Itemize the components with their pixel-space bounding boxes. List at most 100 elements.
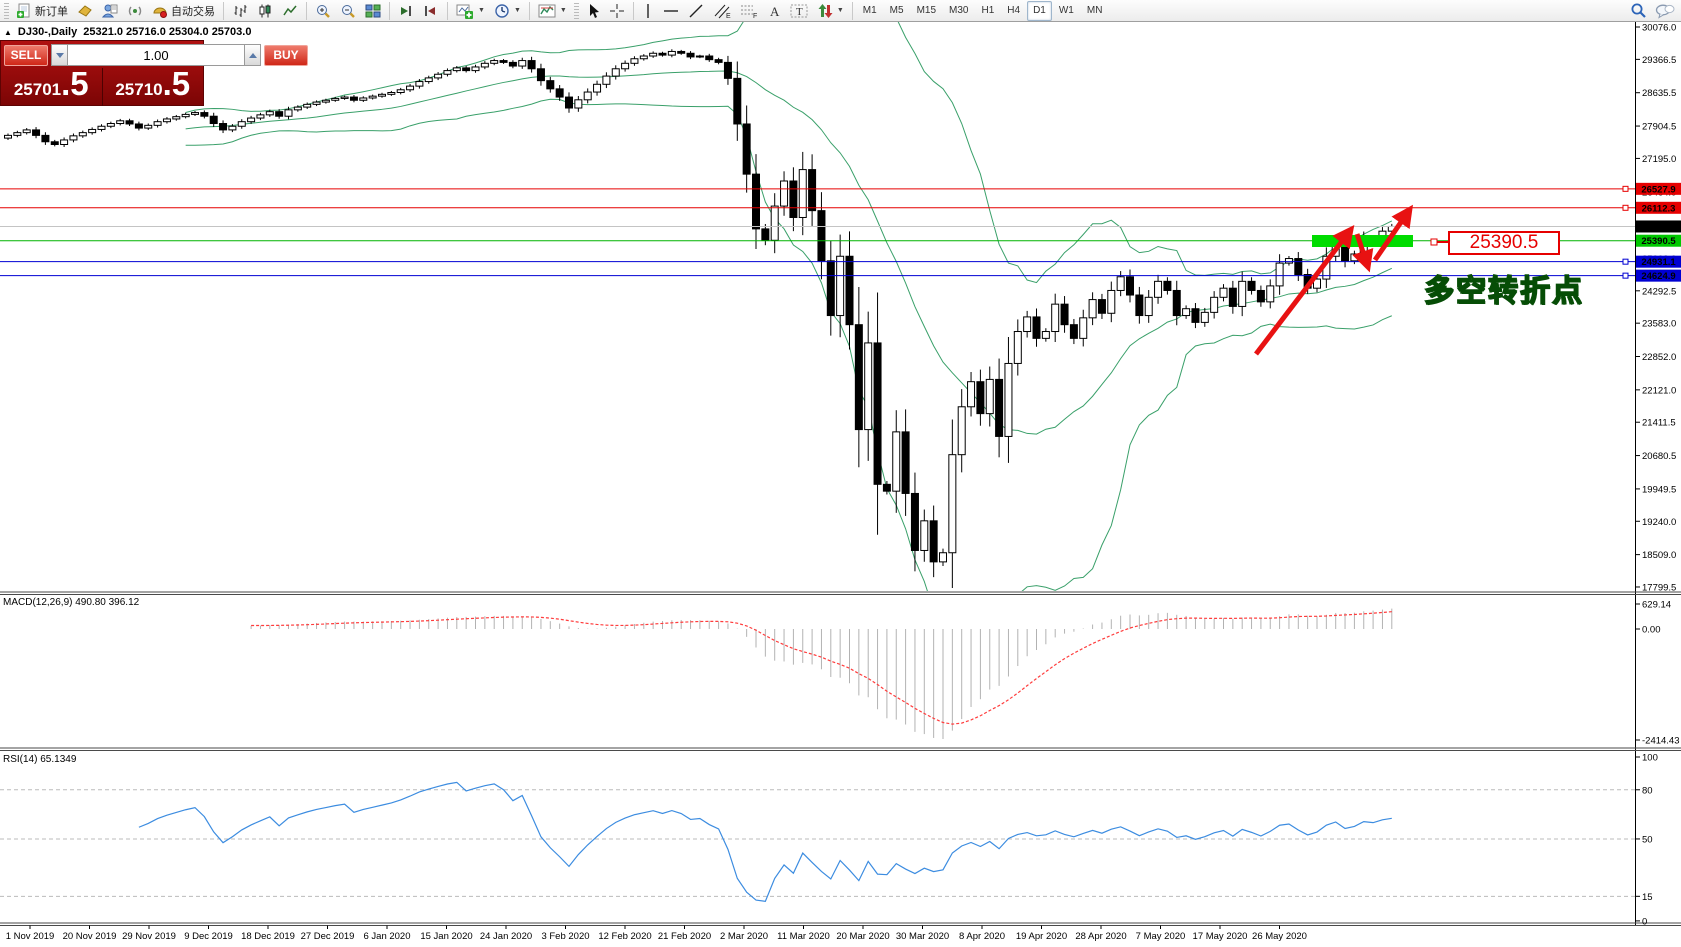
- fibonacci-button[interactable]: F: [736, 1, 762, 21]
- one-click-trading-panel: SELL BUY 25701 .5 25710 .5: [0, 40, 308, 106]
- candle-body: [873, 342, 882, 485]
- volume-increase-button[interactable]: [244, 44, 261, 66]
- candlestick-chart-button[interactable]: [253, 1, 277, 21]
- candle-body: [761, 228, 770, 241]
- line-handle[interactable]: [1622, 272, 1629, 279]
- bar-chart-icon: [234, 4, 247, 17]
- buy-price[interactable]: 25710 .5: [103, 67, 204, 106]
- timeframe-m15-button[interactable]: M15: [911, 1, 942, 21]
- candle-body: [742, 123, 751, 175]
- chart-ohlc-values: 25321.0 25716.0 25304.0 25703.0: [83, 26, 252, 38]
- axis-tick-label: 50: [1642, 834, 1653, 845]
- candle-body: [752, 173, 760, 230]
- candle-body: [555, 88, 564, 98]
- callout-anchor-handle[interactable]: [1430, 238, 1438, 246]
- timeframe-h1-button[interactable]: H1: [975, 1, 1000, 21]
- data-window-icon: [102, 4, 118, 17]
- price-tag-label: 26112.3: [1642, 203, 1676, 214]
- bar-chart-button[interactable]: [228, 1, 252, 21]
- trend-arrow-up[interactable]: [1254, 225, 1355, 356]
- indicators-button[interactable]: ▼: [452, 1, 489, 21]
- pullback-arrow-down[interactable]: [1352, 233, 1374, 273]
- line-handle[interactable]: [1622, 204, 1629, 211]
- chart-shift-button[interactable]: [419, 1, 443, 21]
- price-callout-box[interactable]: 25390.5: [1448, 231, 1560, 255]
- buy-button[interactable]: BUY: [264, 44, 308, 66]
- periods-button[interactable]: ▼: [490, 1, 525, 21]
- sell-button[interactable]: SELL: [4, 44, 48, 66]
- axis-tick-label: -2414.43: [1642, 736, 1680, 747]
- line-chart-button[interactable]: [278, 1, 302, 21]
- timeframe-mn-button[interactable]: MN: [1081, 1, 1109, 21]
- horizontal-line-button[interactable]: [659, 1, 683, 21]
- zoom-out-button[interactable]: [336, 1, 360, 21]
- candle-body: [967, 381, 976, 408]
- timeframe-d1-button[interactable]: D1: [1027, 0, 1052, 21]
- timeframe-m1-button[interactable]: M1: [857, 1, 883, 21]
- candle-body: [396, 89, 405, 94]
- candle-body: [649, 52, 658, 57]
- time-axis[interactable]: 1 Nov 2019 20 Nov 2019 29 Nov 2019 9 Dec 20…: [6, 925, 1307, 943]
- auto-scroll-button[interactable]: [394, 1, 418, 21]
- axis-tick-label: 21411.5: [1642, 418, 1676, 429]
- breakout-arrow-up[interactable]: [1372, 204, 1413, 262]
- signal-button[interactable]: [123, 1, 147, 21]
- toolbar-grip[interactable]: [4, 2, 9, 19]
- axis-tick-label: 22121.0: [1642, 385, 1676, 396]
- volume-decrease-button[interactable]: [51, 44, 68, 66]
- search-button[interactable]: [1626, 1, 1651, 21]
- cursor-button[interactable]: [582, 1, 604, 21]
- vertical-line-button[interactable]: [638, 1, 658, 21]
- candle-body: [593, 83, 602, 93]
- candle-body: [387, 92, 396, 95]
- trendline-button[interactable]: [684, 1, 708, 21]
- chart-window: 30076.029366.528635.527904.527195.026464…: [0, 22, 1681, 947]
- templates-button[interactable]: ▼: [534, 1, 571, 21]
- candle-body: [162, 118, 171, 123]
- candle-body: [985, 378, 994, 415]
- candle-body: [1238, 280, 1247, 307]
- volume-input[interactable]: [68, 44, 244, 66]
- triangle-up-icon: [248, 52, 257, 58]
- text-label-button[interactable]: T: [786, 1, 812, 21]
- tile-windows-button[interactable]: [361, 1, 385, 21]
- timeframe-m5-button[interactable]: M5: [884, 1, 910, 21]
- candle-body: [1023, 316, 1032, 333]
- timeframe-m30-button[interactable]: M30: [943, 1, 974, 21]
- text-button[interactable]: A: [763, 1, 785, 21]
- axis-tick-label: 30076.0: [1642, 23, 1676, 34]
- toolbar-grip[interactable]: [573, 2, 579, 19]
- timeframe-h4-button[interactable]: H4: [1001, 1, 1026, 21]
- candle-body: [32, 129, 41, 136]
- price-tag: [1636, 220, 1681, 233]
- line-handle[interactable]: [1622, 258, 1629, 265]
- candle-body: [901, 431, 910, 494]
- axis-tick-label: 24292.5: [1642, 286, 1676, 297]
- candle-body: [733, 77, 742, 125]
- buy-price-main: 25710: [115, 80, 163, 99]
- auto-trading-button[interactable]: 自动交易: [148, 1, 219, 21]
- new-order-button[interactable]: 新订单: [12, 1, 72, 21]
- time-tick-label: 7 May 2020: [1136, 931, 1186, 942]
- data-window-button[interactable]: [98, 1, 122, 21]
- time-tick-label: 20 Mar 2020: [836, 931, 889, 942]
- candle-body: [658, 52, 667, 56]
- line-handle[interactable]: [1622, 185, 1629, 192]
- equidistant-channel-button[interactable]: E: [709, 1, 735, 21]
- candlestick-chart-icon: [259, 4, 271, 17]
- timeframe-w1-button[interactable]: W1: [1053, 1, 1080, 21]
- candle-body: [1107, 289, 1116, 314]
- crosshair-button[interactable]: [605, 1, 629, 21]
- bollinger-upper-band: [185, 22, 1393, 284]
- turning-point-note[interactable]: 多空转折点: [1423, 274, 1584, 308]
- chat-button[interactable]: [1651, 1, 1679, 21]
- rsi-panel: 100 80 50 15 0: [0, 753, 1658, 927]
- zoom-in-button[interactable]: [311, 1, 335, 21]
- chart-canvas[interactable]: 30076.029366.528635.527904.527195.026464…: [0, 22, 1681, 947]
- market-watch-button[interactable]: [73, 1, 97, 21]
- collapse-arrow-icon[interactable]: ▲: [4, 27, 12, 37]
- arrows-button[interactable]: ▼: [813, 1, 848, 21]
- sell-price[interactable]: 25701 .5: [1, 67, 102, 106]
- candle-body: [60, 139, 69, 146]
- candle-body: [789, 180, 798, 218]
